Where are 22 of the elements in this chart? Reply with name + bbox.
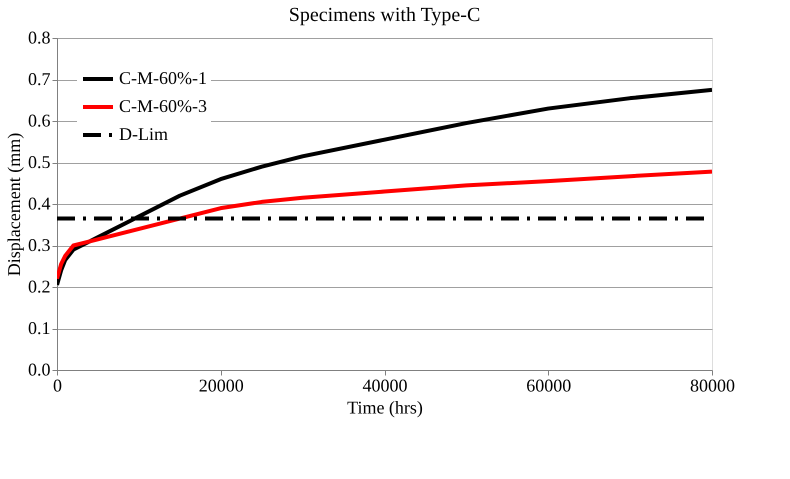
legend-label: C-M-60%-3 (119, 96, 207, 116)
y-tick-label: 0.6 (28, 110, 50, 130)
y-tick-label: 0.2 (28, 276, 50, 296)
x-tick-label: 0 (53, 376, 62, 396)
y-axis-title: Displacement (mm) (4, 132, 24, 276)
x-axis-title: Time (hrs) (347, 398, 423, 418)
x-tick-label: 60000 (526, 376, 572, 396)
y-tick-label: 0.8 (28, 28, 50, 48)
y-tick-label: 0.5 (28, 152, 50, 172)
y-tick-label: 0.7 (28, 69, 50, 89)
y-tick-label: 0.3 (28, 235, 50, 255)
y-tick-label: 0.4 (28, 194, 50, 214)
line-series (57, 170, 712, 281)
y-tick-label: 0.1 (28, 318, 50, 338)
legend-label: C-M-60%-1 (119, 68, 207, 88)
chart-title: Specimens with Type-C (288, 4, 480, 26)
line-series (57, 88, 712, 287)
y-tick-label: 0.0 (28, 360, 50, 380)
legend-label: D-Lim (119, 124, 168, 144)
x-tick-label: 40000 (362, 376, 408, 396)
x-tick-label: 20000 (198, 376, 244, 396)
x-tick-label: 80000 (690, 376, 735, 396)
